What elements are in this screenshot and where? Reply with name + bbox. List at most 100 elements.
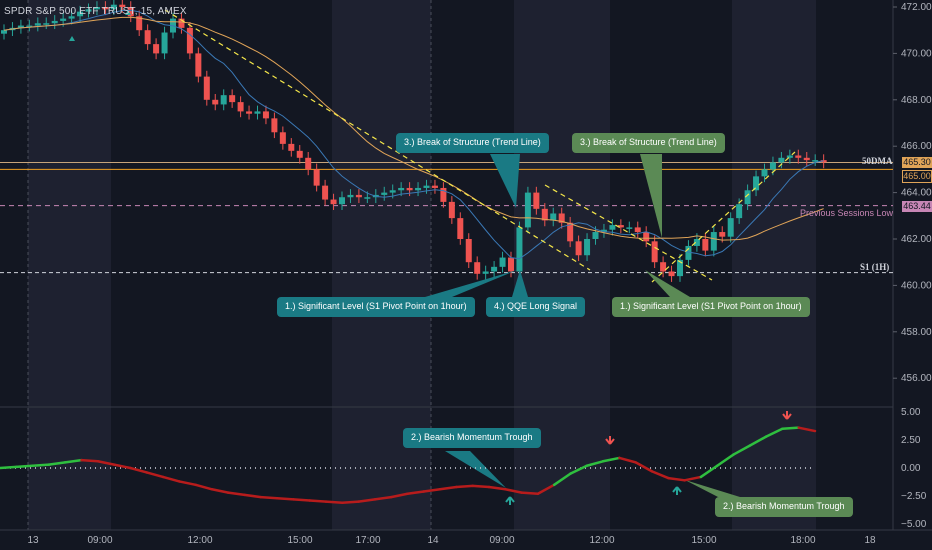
candle-body-95 [803,157,810,161]
orange-price-tag: 465.00 [902,170,932,183]
osc-segment-3 [31,463,51,468]
callout-pointer-bos1 [490,154,520,208]
osc-segment-21 [324,500,344,504]
moving-average-blue-line [3,9,824,260]
candle-body-63 [533,192,540,209]
candle-body-48 [406,187,413,191]
candle-body-12 [102,7,109,10]
candle-body-24 [203,76,210,100]
candle-body-53 [448,201,455,219]
candle-body-27 [229,95,236,103]
candle-body-68 [575,241,582,256]
osc-segment-42 [667,476,686,482]
callout-pointer-sig2 [645,270,690,297]
osc-segment-18 [275,496,295,501]
candle-body-17 [144,30,151,45]
osc-segment-35 [552,472,572,487]
callout-momentum-trough-2: 2.) Bearish Momentum Trough [715,497,853,517]
candle-body-38 [322,185,329,200]
callout-break-of-structure-2: 3.) Break of Structure (Trend Line) [572,133,725,153]
candle-body-43 [364,197,371,199]
time-label-1: 09:00 [87,535,112,546]
candle-body-73 [617,225,624,228]
osc-segment-2 [15,464,34,469]
osc-segment-6 [80,458,100,463]
osc-segment-49 [781,426,800,431]
candle-body-13 [110,4,117,10]
candle-body-18 [153,44,160,54]
candle-body-79 [668,271,675,277]
candle-body-42 [355,194,362,198]
callout-pointer-qqe [512,270,528,297]
time-label-10: 18 [864,535,876,546]
osc-segment-37 [585,460,605,468]
osc-buy-arrow-2 [672,486,682,495]
candle-body-54 [457,218,464,239]
candle-body-84 [710,232,717,251]
osc-tick-label-1: 2.50 [901,435,921,446]
time-label-6: 09:00 [489,535,514,546]
osc-segment-38 [601,456,621,463]
osc-tick-label-2: 0.00 [901,463,921,474]
time-label-0: 13 [27,535,39,546]
price-tick-label-5: 462.00 [901,234,932,245]
time-label-4: 17:00 [355,535,380,546]
candle-body-78 [660,262,667,272]
candle-body-9 [77,11,84,17]
osc-segment-26 [406,490,426,496]
osc-segment-16 [243,493,263,499]
candle-body-72 [609,225,616,230]
candle-body-37 [313,169,320,186]
callout-pointer-sig1 [425,270,517,297]
session-shade-0 [28,0,111,530]
candle-body-7 [60,18,67,21]
osc-segment-31 [487,485,507,491]
time-label-3: 15:00 [287,535,312,546]
candle-body-74 [626,227,633,229]
candle-body-30 [254,111,261,114]
candle-body-0 [1,30,7,34]
osc-segment-17 [259,495,279,500]
candle-body-77 [651,241,658,263]
candle-body-93 [786,155,793,158]
candle-body-67 [567,222,574,242]
osc-tick-label-4: −5.00 [901,519,927,530]
candle-body-2 [17,25,24,28]
osc-buy-arrow-1 [505,496,515,505]
prev-low-price-tag: 463.44 [902,201,932,212]
osc-segment-39 [618,456,637,464]
osc-segment-14 [210,488,230,494]
price-tick-label-3: 466.00 [901,141,932,152]
osc-segment-50 [797,426,817,433]
session-shade-2 [514,0,610,530]
ma50-price-tag: 465.30 [902,157,932,168]
candle-body-92 [778,157,785,163]
candle-body-52 [440,187,447,202]
candle-body-4 [34,23,41,26]
symbol-title[interactable]: SPDR S&P 500 ETF TRUST, 15, AMEX [4,6,187,17]
candle-body-59 [499,257,506,267]
osc-segment-4 [47,461,67,466]
candle-body-31 [262,111,269,119]
osc-segment-36 [569,464,589,475]
callout-pointer-trough1 [445,451,506,488]
price-tick-label-1: 470.00 [901,48,932,59]
osc-segment-34 [536,483,556,496]
candle-body-69 [584,239,591,256]
osc-segment-7 [96,460,116,466]
candle-body-89 [753,176,760,191]
session-shade-1 [332,0,431,530]
time-label-8: 15:00 [691,535,716,546]
candle-body-51 [431,185,438,188]
price-tick-label-8: 456.00 [901,373,932,384]
osc-segment-25 [389,492,409,499]
candle-body-33 [279,132,286,144]
candle-body-76 [643,232,650,242]
osc-tick-label-3: −2.50 [901,491,927,502]
signal-marker-2 [125,10,131,15]
time-label-5: 14 [427,535,439,546]
candle-body-50 [423,185,430,188]
callout-pointer-bos2 [640,154,662,238]
candle-body-55 [465,239,472,263]
